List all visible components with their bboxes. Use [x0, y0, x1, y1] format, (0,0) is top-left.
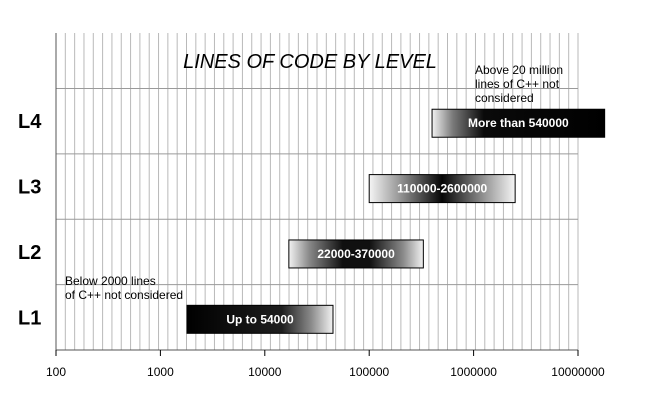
range-bar-label-l2: 22000-370000 [317, 247, 395, 261]
range-bar-l2 [288, 239, 424, 269]
annotation-above-20-million: Above 20 million lines of C++ not consid… [475, 63, 566, 105]
x-tick-label: 10000000 [551, 365, 605, 379]
range-bar-label-l4: More than 540000 [468, 116, 569, 130]
x-tick-label: 1000 [147, 365, 174, 379]
range-bar-l4 [431, 108, 606, 138]
range-bar-label-l3: 110000-2600000 [397, 182, 487, 196]
annotation-line: of C++ not considered [65, 288, 183, 302]
grid [55, 33, 579, 351]
annotation-line: Above 20 million [475, 63, 563, 77]
x-tick-label: 10000 [248, 365, 282, 379]
range-bar-labels: Up to 54000 22000-370000 110000-2600000 Mor… [226, 116, 569, 326]
chart-title: LINES OF CODE BY LEVEL [183, 51, 437, 73]
annotation-below-2000: Below 2000 lines of C++ not considered [65, 274, 183, 302]
range-bars [186, 108, 606, 334]
annotation-line: considered [475, 91, 534, 105]
level-label-l1: L1 [18, 307, 41, 329]
level-labels: L1 L2 L3 L4 [18, 111, 42, 329]
range-bar-label-l1: Up to 54000 [226, 312, 294, 326]
range-bar-l1 [186, 304, 334, 334]
level-label-l4: L4 [18, 111, 42, 133]
x-axis-ticks: 100 1000 10000 100000 1000000 10000000 [46, 350, 605, 379]
annotation-line: lines of C++ not [475, 77, 560, 91]
level-label-l3: L3 [18, 177, 41, 199]
x-tick-label: 100 [46, 365, 66, 379]
x-tick-label: 1000000 [450, 365, 497, 379]
level-label-l2: L2 [18, 242, 41, 264]
range-bar-l3 [368, 174, 516, 204]
x-tick-label: 100000 [349, 365, 389, 379]
annotation-line: Below 2000 lines [65, 274, 156, 288]
